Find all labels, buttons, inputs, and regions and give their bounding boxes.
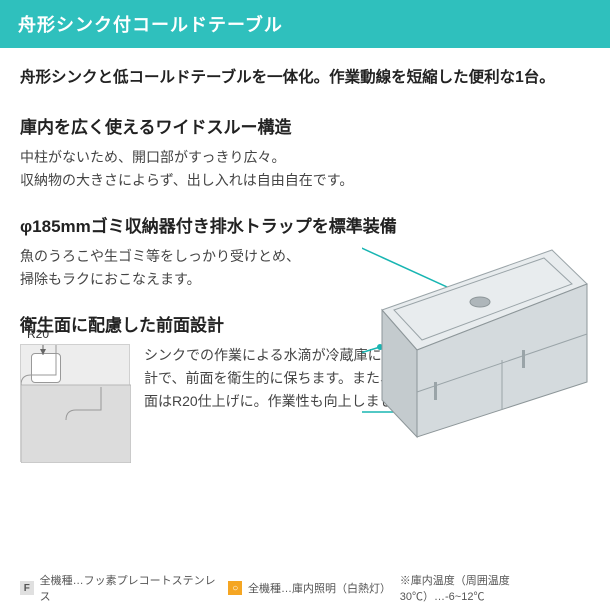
footer-text-temp: ※庫内温度（周囲温度30℃）…-6~12℃ [400, 572, 590, 604]
section1-line2: 収納物の大きさによらず、出し入れは自由自在です。 [20, 172, 353, 188]
footer-text-f: 全機種…フッ素プレコートステンレス [40, 572, 223, 604]
section1-heading: 庫内を広く使えるワイドスルー構造 [20, 113, 590, 138]
section1-line1: 中柱がないため、開口部がすっきり広々。 [20, 149, 285, 165]
section2-line1: 魚のうろこや生ゴミ等をしっかり受けとめ、 [20, 248, 300, 264]
product-illustration [362, 232, 592, 452]
r20-diagram: R20 [20, 344, 130, 462]
section1-body: 中柱がないため、開口部がすっきり広々。 収納物の大きさによらず、出し入れは自由自… [20, 146, 590, 192]
r20-diagram-svg [21, 345, 131, 463]
sink-svg [362, 232, 592, 452]
badge-o-icon: ○ [228, 581, 242, 595]
lead-text: 舟形シンクと低コールドテーブルを一体化。作業動線を短縮した便利な1台。 [20, 66, 590, 91]
section2-line2: 掃除もラクにおこなえます。 [20, 271, 201, 287]
footer-text-o: 全機種…庫内照明（白熱灯） [248, 580, 388, 596]
r20-label: R20 [27, 327, 49, 341]
footer-legend: F 全機種…フッ素プレコートステンレス ○ 全機種…庫内照明（白熱灯） ※庫内温… [0, 572, 610, 604]
page-title: 舟形シンク付コールドテーブル [18, 11, 592, 37]
badge-f-icon: F [20, 581, 34, 595]
header-band: 舟形シンク付コールドテーブル [0, 0, 610, 48]
